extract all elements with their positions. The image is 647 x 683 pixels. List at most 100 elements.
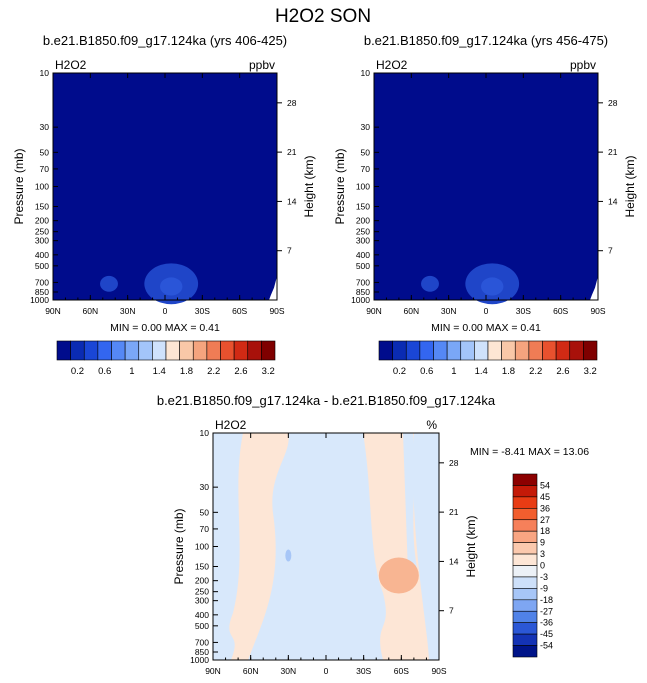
colorbar-label: 3 bbox=[540, 549, 545, 559]
y-tick-label: 100 bbox=[35, 182, 49, 192]
figure-title: H2O2 SON bbox=[275, 6, 371, 27]
colorbar-label: -45 bbox=[540, 629, 553, 639]
panel-title: b.e21.B1850.f09_g17.124ka - b.e21.B1850.… bbox=[157, 393, 496, 408]
y-tick-label: 400 bbox=[195, 610, 209, 620]
y2-tick-label: 14 bbox=[449, 556, 459, 566]
colorbar-label: 1.4 bbox=[153, 366, 166, 377]
panel-difference: b.e21.B1850.f09_g17.124ka - b.e21.B1850.… bbox=[157, 393, 589, 676]
panel-title: b.e21.B1850.f09_g17.124ka (yrs 406-425) bbox=[43, 33, 287, 48]
colorbar-swatch bbox=[512, 530, 538, 543]
y-tick-label: 30 bbox=[361, 122, 371, 132]
field-blob-nh bbox=[421, 275, 439, 292]
units-label: % bbox=[426, 418, 437, 432]
colorbar-swatch bbox=[501, 340, 516, 361]
y-tick-label: 10 bbox=[361, 68, 371, 78]
y-tick-label: 250 bbox=[35, 227, 49, 237]
x-tick-label: 60N bbox=[404, 306, 420, 316]
terrain-mask bbox=[590, 276, 598, 300]
colorbar-swatch bbox=[460, 340, 475, 361]
y-tick-label: 30 bbox=[200, 482, 210, 492]
colorbar-label: -54 bbox=[540, 641, 553, 651]
y-tick-label: 200 bbox=[356, 216, 370, 226]
colorbar-swatch bbox=[512, 542, 538, 555]
colorbar-swatch bbox=[192, 340, 208, 361]
y2-tick-label: 28 bbox=[287, 98, 297, 108]
field-label: H2O2 bbox=[55, 58, 87, 72]
y-tick-label: 50 bbox=[361, 147, 371, 157]
colorbar-label: 2.2 bbox=[207, 366, 220, 377]
colorbar-swatch bbox=[512, 553, 538, 566]
colorbar-swatch bbox=[247, 340, 262, 361]
x-tick-label: 0 bbox=[324, 666, 329, 676]
y-tick-label: 1000 bbox=[190, 655, 209, 665]
x-tick-label: 30S bbox=[516, 306, 531, 316]
colorbar-swatch bbox=[152, 340, 167, 361]
x-tick-label: 90S bbox=[590, 306, 605, 316]
x-tick-label: 90S bbox=[431, 666, 446, 676]
colorbar-swatch bbox=[124, 340, 140, 361]
y-tick-label: 700 bbox=[356, 277, 370, 287]
x-tick-label: 90S bbox=[269, 306, 284, 316]
y2-tick-label: 21 bbox=[608, 147, 618, 157]
y-tick-label: 400 bbox=[356, 250, 370, 260]
x-tick-label: 60S bbox=[394, 666, 409, 676]
colorbar-label: -3 bbox=[540, 572, 548, 582]
colorbar-label: 3.2 bbox=[584, 366, 597, 377]
colorbar-label: 54 bbox=[540, 480, 550, 490]
y-tick-label: 70 bbox=[40, 164, 50, 174]
y-tick-label: 50 bbox=[40, 147, 50, 157]
y2-tick-label: 21 bbox=[449, 507, 459, 517]
y-tick-label: 150 bbox=[35, 201, 49, 211]
panel-title: b.e21.B1850.f09_g17.124ka (yrs 456-475) bbox=[364, 33, 608, 48]
colorbar-label: 0.6 bbox=[420, 366, 433, 377]
y2-axis-label: Height (km) bbox=[302, 155, 316, 217]
colorbar-swatch bbox=[512, 599, 538, 612]
panel-left: b.e21.B1850.f09_g17.124ka (yrs 406-425) H… bbox=[12, 33, 316, 377]
y-tick-label: 300 bbox=[356, 236, 370, 246]
colorbar-swatch bbox=[392, 340, 407, 361]
colorbar-swatch bbox=[405, 340, 421, 361]
y-tick-label: 250 bbox=[356, 227, 370, 237]
colorbar-swatch bbox=[220, 340, 235, 361]
colorbar-swatch bbox=[512, 565, 538, 578]
colorbar-label: 1 bbox=[129, 366, 134, 377]
y2-tick-label: 7 bbox=[449, 606, 454, 616]
y-tick-label: 850 bbox=[195, 647, 209, 657]
colorbar-swatch bbox=[487, 340, 502, 361]
x-tick-label: 60S bbox=[553, 306, 568, 316]
colorbar-swatch bbox=[165, 340, 180, 361]
y-axis-label: Pressure (mb) bbox=[333, 148, 347, 224]
y-tick-label: 200 bbox=[35, 216, 49, 226]
y2-tick-label: 7 bbox=[608, 246, 613, 256]
x-tick-label: 0 bbox=[163, 306, 168, 316]
colorbar-swatch bbox=[555, 340, 571, 361]
colorbar-swatch bbox=[419, 340, 434, 361]
y-tick-label: 500 bbox=[195, 621, 209, 631]
colorbar-swatch bbox=[70, 340, 85, 361]
colorbar-label: 18 bbox=[540, 526, 550, 536]
colorbar-swatch bbox=[512, 610, 538, 623]
colorbar-swatch bbox=[512, 473, 538, 486]
colorbar-label: 3.2 bbox=[262, 366, 275, 377]
field-blob-core bbox=[160, 277, 183, 296]
y-tick-label: 850 bbox=[35, 287, 49, 297]
y-tick-label: 100 bbox=[356, 182, 370, 192]
x-tick-label: 60S bbox=[232, 306, 247, 316]
y-tick-label: 250 bbox=[195, 587, 209, 597]
colorbar-swatch bbox=[97, 340, 112, 361]
colorbar-label: -9 bbox=[540, 583, 548, 593]
y-tick-label: 1000 bbox=[351, 295, 370, 305]
y-tick-label: 10 bbox=[200, 428, 210, 438]
colorbar-label: 45 bbox=[540, 492, 550, 502]
colorbar-label: 36 bbox=[540, 503, 550, 513]
x-tick-label: 30N bbox=[281, 666, 297, 676]
x-tick-label: 0 bbox=[484, 306, 489, 316]
colorbar-swatch bbox=[512, 588, 538, 601]
y-tick-label: 100 bbox=[195, 542, 209, 552]
y2-tick-label: 14 bbox=[608, 196, 618, 206]
colorbar-label: 0 bbox=[540, 561, 545, 571]
y-tick-label: 30 bbox=[40, 122, 50, 132]
colorbar-label: 0.2 bbox=[71, 366, 84, 377]
y2-tick-label: 7 bbox=[287, 246, 292, 256]
